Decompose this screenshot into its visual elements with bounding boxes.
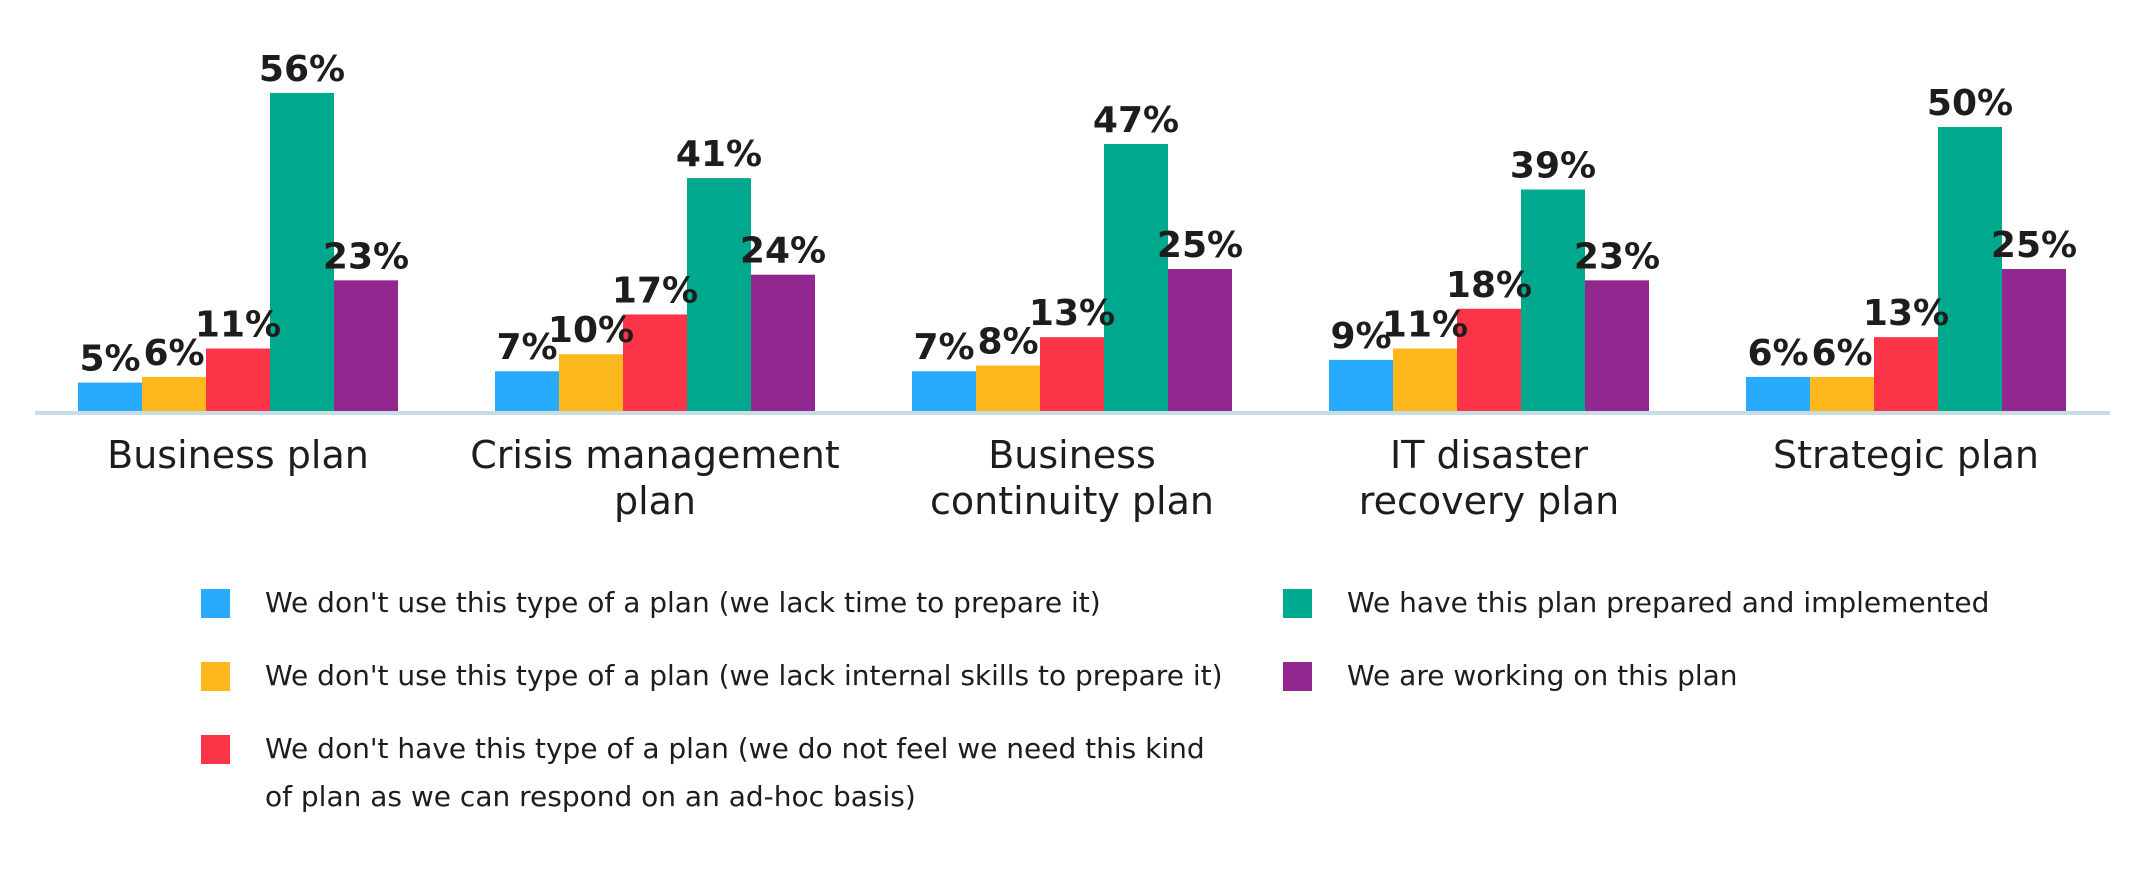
bar-crisis-management-plan-series-3 — [623, 314, 687, 411]
value-label-crisis-management-plan-series-1: 7% — [496, 327, 557, 368]
value-label-it-disaster-recovery-plan-series-2: 11% — [1382, 305, 1468, 346]
bar-crisis-management-plan-series-1 — [495, 371, 559, 411]
bar-business-continuity-plan-series-1 — [912, 371, 976, 411]
bar-strategic-plan-series-1 — [1746, 376, 1810, 411]
category-label-business-continuity-plan: continuity plan — [930, 479, 1214, 523]
value-label-business-continuity-plan-series-5: 25% — [1157, 225, 1243, 266]
value-label-it-disaster-recovery-plan-series-4: 39% — [1510, 145, 1596, 186]
bar-crisis-management-plan-series-5 — [751, 274, 815, 411]
category-label-it-disaster-recovery-plan: recovery plan — [1359, 479, 1619, 523]
bar-business-plan-series-4 — [270, 92, 334, 412]
bar-business-continuity-plan-series-4 — [1104, 144, 1168, 412]
value-label-crisis-management-plan-series-5: 24% — [740, 231, 826, 272]
value-label-business-plan-series-1: 5% — [79, 339, 140, 380]
bar-crisis-management-plan-series-4 — [687, 178, 751, 411]
category-label-crisis-management-plan: plan — [614, 479, 696, 523]
bar-business-continuity-plan-series-2 — [976, 365, 1040, 411]
value-label-it-disaster-recovery-plan-series-1: 9% — [1330, 316, 1391, 357]
category-label-business-continuity-plan: Business — [988, 433, 1156, 477]
value-label-strategic-plan-series-1: 6% — [1747, 333, 1808, 374]
value-label-strategic-plan-series-5: 25% — [1991, 225, 2077, 266]
value-label-strategic-plan-series-2: 6% — [1811, 333, 1872, 374]
bar-it-disaster-recovery-plan-series-1 — [1329, 359, 1393, 411]
bar-strategic-plan-series-5 — [2002, 269, 2066, 411]
bar-strategic-plan-series-3 — [1874, 337, 1938, 411]
bar-business-plan-series-1 — [78, 382, 142, 411]
value-label-business-continuity-plan-series-3: 13% — [1029, 293, 1115, 334]
bar-crisis-management-plan-series-2 — [559, 354, 623, 411]
bar-it-disaster-recovery-plan-series-3 — [1457, 308, 1521, 411]
value-label-crisis-management-plan-series-2: 10% — [548, 310, 634, 351]
value-label-business-plan-series-2: 6% — [143, 333, 204, 374]
value-label-crisis-management-plan-series-4: 41% — [676, 134, 762, 175]
bar-business-continuity-plan-series-3 — [1040, 337, 1104, 411]
bar-it-disaster-recovery-plan-series-2 — [1393, 348, 1457, 411]
value-label-it-disaster-recovery-plan-series-3: 18% — [1446, 265, 1532, 306]
value-label-business-plan-series-5: 23% — [323, 236, 409, 277]
category-label-business-plan: Business plan — [107, 433, 369, 477]
bar-business-plan-series-3 — [206, 348, 270, 411]
value-labels-layer: 5% 6%11%56%23%7%10%17%41%24%7% 8%13%47%25%… — [79, 49, 2077, 380]
category-label-strategic-plan: Strategic plan — [1773, 433, 2039, 477]
value-label-business-continuity-plan-series-4: 47% — [1093, 100, 1179, 141]
bar-business-plan-series-5 — [334, 280, 398, 411]
value-label-strategic-plan-series-4: 50% — [1927, 83, 2013, 124]
value-label-strategic-plan-series-3: 13% — [1863, 293, 1949, 334]
value-label-it-disaster-recovery-plan-series-5: 23% — [1574, 236, 1660, 277]
value-label-crisis-management-plan-series-3: 17% — [612, 270, 698, 311]
value-label-business-continuity-plan-series-2: 8% — [977, 322, 1038, 363]
bar-business-continuity-plan-series-5 — [1168, 269, 1232, 411]
bars-layer — [78, 92, 2066, 412]
bar-it-disaster-recovery-plan-series-4 — [1521, 189, 1585, 411]
value-label-business-continuity-plan-series-1: 7% — [913, 327, 974, 368]
category-label-crisis-management-plan: Crisis management — [470, 433, 840, 477]
bar-strategic-plan-series-4 — [1938, 127, 2002, 411]
bar-business-plan-series-2 — [142, 376, 206, 411]
bar-strategic-plan-series-2 — [1810, 376, 1874, 411]
bar-it-disaster-recovery-plan-series-5 — [1585, 280, 1649, 411]
category-label-it-disaster-recovery-plan: IT disaster — [1390, 433, 1588, 477]
value-label-business-plan-series-4: 56% — [259, 49, 345, 90]
value-label-business-plan-series-3: 11% — [195, 305, 281, 346]
